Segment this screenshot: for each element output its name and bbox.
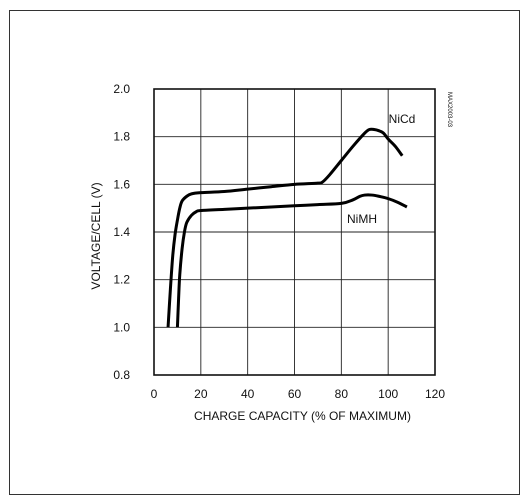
x-axis-title: CHARGE CAPACITY (% OF MAXIMUM) <box>194 409 411 423</box>
x-tick-label: 20 <box>194 387 208 401</box>
x-tick-label: 80 <box>335 387 349 401</box>
series-label-nicd: NiCd <box>389 112 416 126</box>
y-tick-label: 1.2 <box>113 273 130 287</box>
y-axis-title: VOLTAGE/CELL (V) <box>89 182 103 289</box>
series-line-nicd <box>166 127 404 328</box>
x-tick-label: 100 <box>378 387 398 401</box>
x-tick-label: 0 <box>151 387 158 401</box>
x-tick-labels: 0 20 40 60 80 100 120 <box>151 387 446 401</box>
grid-lines <box>154 89 435 375</box>
y-tick-label: 1.8 <box>113 130 130 144</box>
y-tick-label: 0.8 <box>113 368 130 382</box>
y-tick-labels: 0.8 1.0 1.2 1.4 1.6 1.8 2.0 <box>113 82 130 382</box>
x-tick-label: 120 <box>425 387 445 401</box>
y-tick-label: 1.4 <box>113 225 130 239</box>
figure-code-label: MAX2003-03 <box>446 92 452 128</box>
plot-border <box>153 88 436 376</box>
x-tick-label: 40 <box>241 387 255 401</box>
y-tick-label: 1.6 <box>113 177 130 191</box>
figure-frame <box>9 10 520 495</box>
x-tick-label: 60 <box>288 387 302 401</box>
series-line-nimh <box>175 193 408 328</box>
series-group: NiCd NiMH <box>166 112 416 328</box>
series-label-nimh: NiMH <box>347 212 377 226</box>
y-tick-label: 1.0 <box>113 320 130 334</box>
y-tick-label: 2.0 <box>113 82 130 96</box>
